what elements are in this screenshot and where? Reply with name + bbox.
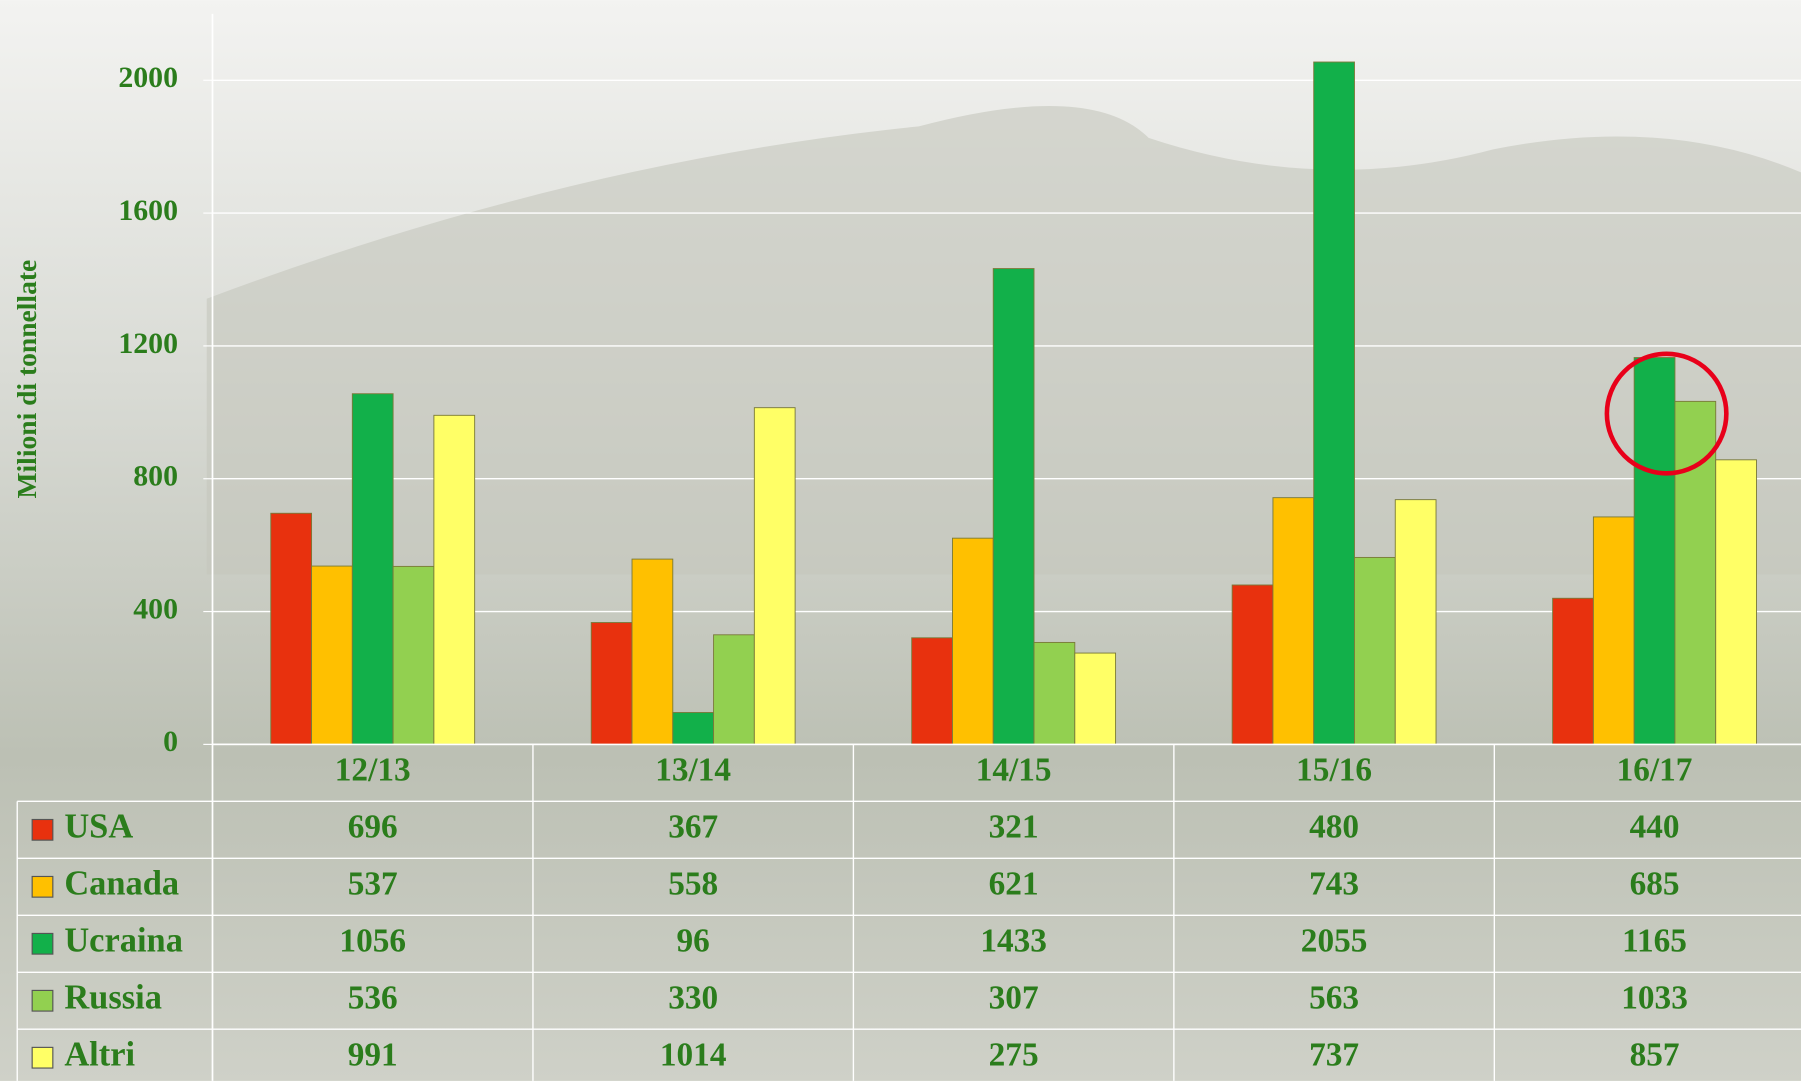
y-tick-label: 800 [133, 460, 178, 493]
legend-swatch [31, 1046, 54, 1069]
bar [1231, 584, 1274, 745]
table-value: 1056 [339, 922, 406, 959]
legend-label: Canada [64, 865, 179, 903]
bar [1033, 641, 1076, 745]
bar [311, 565, 353, 745]
table-value: 367 [668, 808, 718, 845]
y-tick-label: 2000 [118, 61, 178, 94]
bar [392, 565, 435, 745]
bar [270, 512, 313, 745]
table-value: 563 [1309, 979, 1359, 1016]
y-tick-label: 1600 [118, 194, 178, 227]
bar [1272, 497, 1315, 745]
table-value: 558 [668, 865, 718, 902]
legend-label: USA [64, 808, 133, 846]
table-value: 1433 [980, 922, 1047, 959]
bar [1313, 61, 1355, 745]
table-value: 696 [348, 808, 398, 845]
legend-label: Ucraina [64, 922, 183, 960]
bar [1633, 357, 1676, 745]
x-tick-label: 12/13 [335, 752, 411, 789]
x-tick-label: 14/15 [976, 752, 1052, 789]
x-tick-label: 15/16 [1296, 752, 1372, 789]
table-value: 685 [1630, 865, 1680, 902]
table-value: 621 [989, 865, 1039, 902]
bar [952, 537, 994, 745]
table-value: 275 [989, 1036, 1039, 1073]
bar [992, 268, 1035, 745]
bar [753, 407, 796, 745]
table-value: 1033 [1621, 979, 1688, 1016]
legend-label: Russia [64, 979, 162, 1017]
table-value: 991 [348, 1036, 398, 1073]
table-value: 96 [677, 922, 710, 959]
bar [631, 558, 674, 745]
table-value: 1014 [660, 1036, 727, 1073]
table-value: 321 [989, 808, 1039, 845]
legend-swatch [31, 989, 54, 1012]
table-value: 2055 [1301, 922, 1368, 959]
x-tick-label: 16/17 [1617, 752, 1693, 789]
table-value: 536 [348, 979, 398, 1016]
legend-label: Altri [64, 1036, 135, 1074]
table-value: 480 [1309, 808, 1359, 845]
table-value: 743 [1309, 865, 1359, 902]
bar [911, 637, 953, 745]
x-tick-label: 13/14 [655, 752, 731, 789]
bar [1354, 556, 1396, 745]
y-tick-label: 1200 [118, 327, 178, 360]
table-value: 537 [348, 865, 398, 902]
legend-swatch [31, 875, 54, 898]
bar [433, 414, 476, 745]
table-value: 1165 [1622, 922, 1687, 959]
bar [351, 393, 394, 745]
legend-swatch [31, 818, 54, 841]
y-axis-label: Milioni di tonnellate [11, 260, 42, 499]
table-value: 440 [1630, 808, 1680, 845]
table-value: 857 [1630, 1036, 1680, 1073]
legend-swatch [31, 932, 54, 955]
highlight-circle [1604, 351, 1729, 476]
table-value: 307 [989, 979, 1039, 1016]
bar [1715, 459, 1757, 745]
bar [1552, 597, 1594, 745]
table-value: 330 [668, 979, 718, 1016]
bar [713, 634, 755, 745]
bar [672, 712, 715, 745]
bar [1074, 652, 1117, 745]
bar [1592, 516, 1635, 745]
bar [1394, 499, 1437, 745]
bar [590, 622, 633, 745]
table-value: 737 [1309, 1036, 1359, 1073]
y-tick-label: 0 [163, 725, 178, 758]
y-tick-label: 400 [133, 592, 178, 625]
